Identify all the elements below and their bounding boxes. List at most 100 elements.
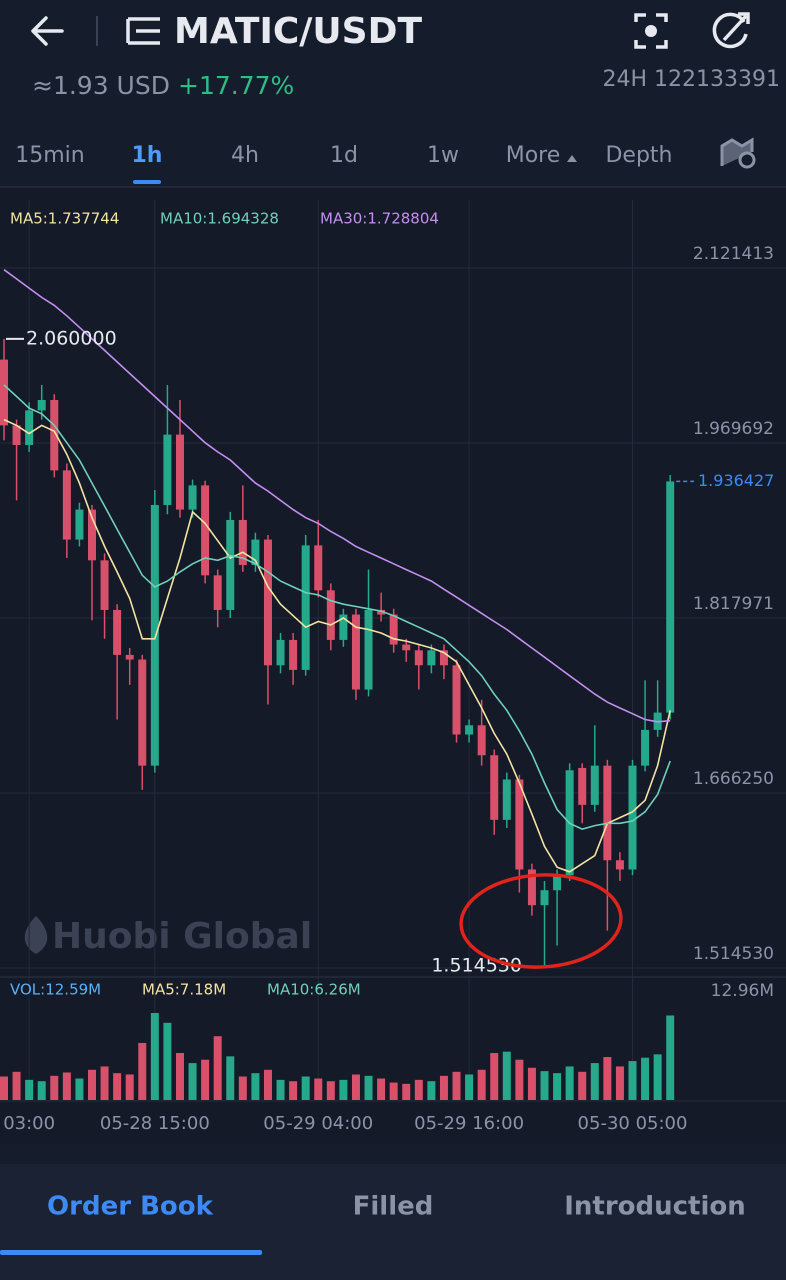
volume-bar <box>364 1075 373 1100</box>
refresh-button[interactable] <box>712 12 750 49</box>
interval-tab[interactable]: 1h <box>132 143 163 168</box>
candle-body <box>238 519 247 565</box>
x-tick-label: 05-29 16:00 <box>414 1113 524 1134</box>
watermark-logo <box>24 916 48 954</box>
volume-bar <box>653 1054 662 1100</box>
interval-tab[interactable]: 15min <box>15 143 84 168</box>
volume-bar <box>175 1053 184 1100</box>
candle-body <box>527 869 536 906</box>
candle-body <box>163 434 172 505</box>
candle-body <box>615 860 624 870</box>
candle-body <box>12 425 21 445</box>
candle-body <box>301 545 310 670</box>
volume-bar <box>201 1059 210 1100</box>
ma-line <box>3 384 671 830</box>
candle-body <box>628 765 637 870</box>
candle-body <box>50 400 59 471</box>
candle-body <box>389 614 398 645</box>
volume-bar <box>515 1059 524 1100</box>
candle-body <box>452 665 461 735</box>
volume-bar <box>150 1013 159 1100</box>
candle-body <box>138 659 147 766</box>
volume-bar <box>339 1079 348 1100</box>
volume-bar <box>490 1053 499 1100</box>
fullscreen-dot <box>645 25 657 37</box>
volume-bar <box>565 1066 574 1100</box>
volume-legend: VOL:12.59M <box>10 981 101 999</box>
candle-body <box>439 650 448 666</box>
candle-body <box>666 481 675 713</box>
x-tick-label: 05-30 05:00 <box>578 1113 688 1134</box>
candle-body <box>175 434 184 510</box>
volume-bar <box>25 1079 34 1100</box>
volume-bar <box>540 1071 549 1100</box>
hand-drawn-circle <box>459 873 623 969</box>
interval-tab[interactable]: 4h <box>231 143 259 168</box>
x-tick-label: 05-28 15:00 <box>100 1113 210 1134</box>
high-marker-label: 2.060000 <box>26 327 117 349</box>
volume-24h: 24H 122133391 <box>602 67 780 92</box>
ma-line <box>3 269 671 723</box>
volume-bar <box>62 1072 71 1100</box>
volume-bar <box>603 1057 612 1100</box>
bottom-tab[interactable]: Order Book <box>47 1192 214 1222</box>
y-tick-label: 1.969692 <box>693 419 774 439</box>
volume-bar <box>427 1081 436 1100</box>
interval-tab[interactable]: 1w <box>427 143 459 168</box>
candle-body <box>339 614 348 640</box>
back-button[interactable] <box>31 16 64 46</box>
volume-bar <box>628 1061 637 1100</box>
interval-tab[interactable]: Depth <box>605 143 672 168</box>
volume-bar <box>113 1073 122 1100</box>
candle-body <box>553 875 562 891</box>
volume-bar <box>414 1079 423 1100</box>
menu-glyph <box>126 17 160 45</box>
candle-body <box>289 639 298 670</box>
volume-bar <box>502 1051 511 1100</box>
refresh-arrow <box>722 12 750 42</box>
settings-button[interactable] <box>720 137 756 169</box>
bottom-tab-indicator <box>0 1250 262 1255</box>
volume-bar <box>641 1057 650 1100</box>
bottom-tab[interactable]: Filled <box>353 1192 434 1222</box>
candle-body <box>263 539 272 666</box>
fullscreen-button[interactable] <box>634 13 668 49</box>
volume-bar <box>12 1071 21 1100</box>
candle-body <box>427 650 436 666</box>
candle-body <box>150 504 159 766</box>
candle-body <box>364 609 373 690</box>
volume-bar <box>163 1022 172 1100</box>
x-tick-label: 03:00 <box>3 1113 55 1134</box>
candle-body <box>188 485 197 510</box>
candle-body <box>377 609 386 615</box>
candle-body <box>402 644 411 651</box>
candle-body <box>502 779 511 820</box>
candle-body <box>251 539 260 565</box>
ma-legend: MA10:1.694328 <box>160 210 279 228</box>
interval-tab[interactable]: More <box>506 143 561 168</box>
volume-bar <box>100 1066 109 1100</box>
interval-tabs: 15min 1h 4h 1d 1w More Depth <box>15 143 673 184</box>
candle-body <box>213 575 222 610</box>
refresh-arc <box>712 12 748 49</box>
fullscreen-frame <box>634 13 668 49</box>
volume-bar <box>553 1073 562 1100</box>
volume-tick-label: 12.96M <box>711 981 774 1001</box>
interval-tab[interactable]: 1d <box>330 143 358 168</box>
volume-bar <box>666 1015 675 1100</box>
candle-body <box>351 614 360 690</box>
candle-body <box>465 725 474 735</box>
bottom-tab[interactable]: Introduction <box>564 1192 746 1222</box>
candle-body <box>62 470 71 540</box>
volume-bar <box>226 1056 235 1100</box>
y-tick-label: 1.666250 <box>693 769 774 789</box>
candle-body <box>201 485 210 576</box>
menu-icon[interactable] <box>126 17 160 45</box>
candle-body <box>414 650 423 666</box>
pair-title[interactable]: MATIC/USDT <box>174 11 422 52</box>
candle-body <box>226 519 235 610</box>
candle-body <box>25 410 34 445</box>
price-change: +17.77% <box>178 71 294 100</box>
volume-bar <box>452 1071 461 1100</box>
